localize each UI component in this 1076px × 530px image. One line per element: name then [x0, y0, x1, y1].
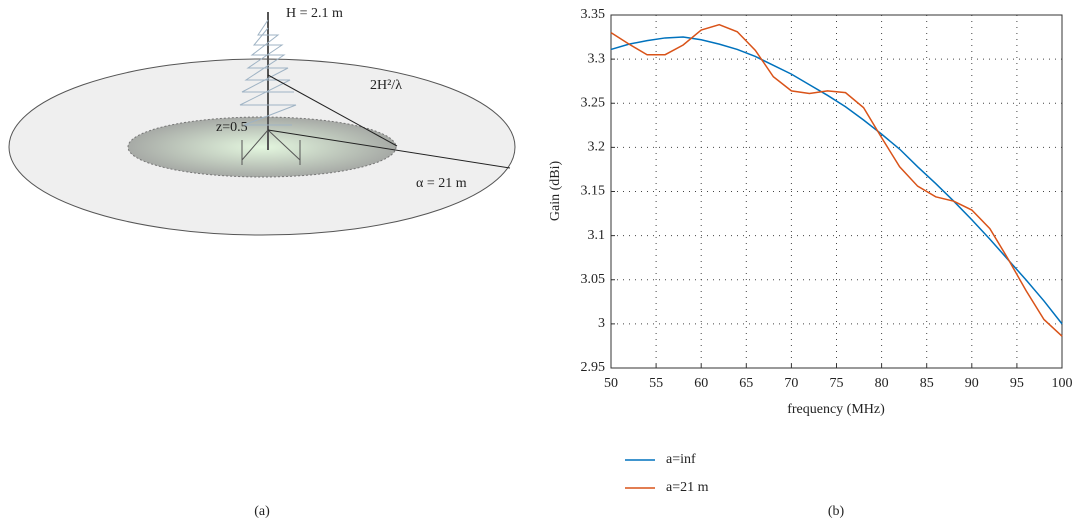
inner-ground	[128, 117, 396, 177]
x-tick-label: 65	[739, 376, 753, 391]
y-tick-label: 3.2	[588, 140, 606, 155]
x-tick-label: 75	[830, 376, 844, 391]
caption: (a)	[254, 504, 270, 519]
legend-label: a=21 m	[666, 480, 709, 495]
x-tick-label: 90	[965, 376, 979, 391]
y-tick-label: 2.95	[581, 360, 606, 375]
y-tick-label: 3	[598, 316, 605, 331]
y-tick-label: 3.35	[581, 7, 606, 22]
diagram: H = 2.1 m 2H²/λ z=0.5 α = 21 m (a)	[9, 6, 515, 519]
x-tick-label: 80	[875, 376, 889, 391]
radius-label: α = 21 m	[416, 176, 467, 191]
series-line	[611, 37, 1062, 324]
y-tick-label: 3.15	[581, 184, 606, 199]
x-tick-label: 70	[784, 376, 798, 391]
z-label: z=0.5	[216, 120, 248, 135]
x-tick-label: 100	[1052, 376, 1073, 391]
figure: H = 2.1 m 2H²/λ z=0.5 α = 21 m (a) (b) f…	[0, 0, 1076, 525]
x-tick-label: 85	[920, 376, 934, 391]
x-tick-label: 55	[649, 376, 663, 391]
chart: (b) frequency (MHz) Gain (dBi) 2.95 3 3.05…	[548, 7, 1072, 519]
y-tick-label: 3.3	[588, 51, 606, 66]
y-axis-label: Gain (dBi)	[548, 161, 563, 222]
legend-label: a=inf	[666, 452, 696, 467]
series-line	[611, 25, 1062, 337]
y-tick-label: 3.25	[581, 95, 606, 110]
x-axis-label: frequency (MHz)	[787, 402, 885, 417]
x-tick-label: 60	[694, 376, 708, 391]
caption: (b)	[828, 504, 845, 519]
x-tick-label: 95	[1010, 376, 1024, 391]
x-tick-label: 50	[604, 376, 618, 391]
y-tick-label: 3.05	[581, 272, 606, 287]
far-field-label: 2H²/λ	[370, 78, 402, 93]
height-label: H = 2.1 m	[286, 6, 343, 21]
y-tick-label: 3.1	[588, 228, 606, 243]
